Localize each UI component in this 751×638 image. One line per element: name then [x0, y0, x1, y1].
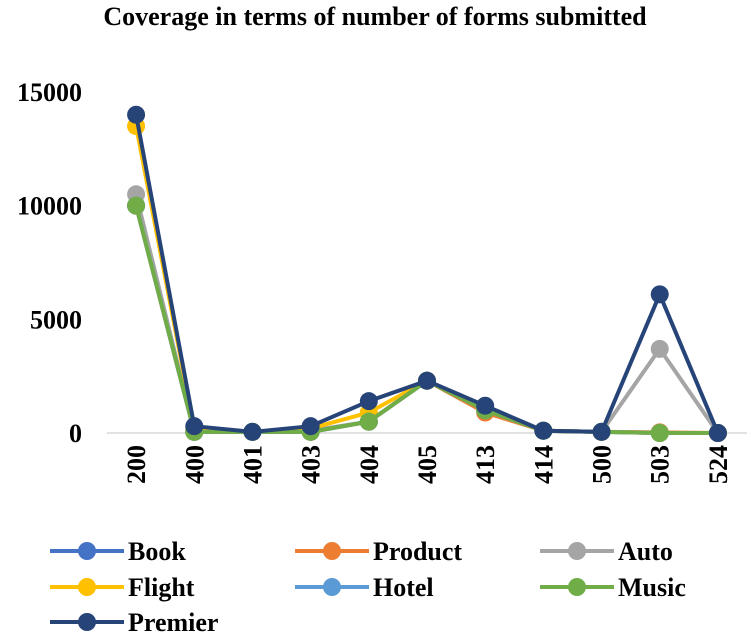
legend-marker	[323, 542, 341, 560]
data-point	[650, 285, 669, 304]
series-line	[134, 193, 720, 435]
x-tick-label: 414	[529, 445, 558, 484]
x-tick-label: 405	[413, 445, 442, 484]
data-point	[243, 422, 262, 441]
data-point	[185, 417, 204, 436]
data-point	[650, 339, 669, 358]
legend-marker	[568, 542, 586, 560]
legend-label: Book	[128, 537, 186, 566]
y-tick-label: 0	[69, 419, 82, 448]
y-tick-label: 5000	[30, 305, 82, 334]
data-point	[359, 392, 378, 411]
series-line	[134, 205, 718, 435]
legend-label: Product	[373, 537, 462, 566]
data-point	[418, 371, 436, 390]
x-tick-label: 400	[180, 445, 209, 484]
legend-marker	[78, 542, 96, 560]
x-tick-label: 413	[471, 445, 500, 484]
data-point	[359, 412, 378, 431]
data-point	[301, 417, 320, 436]
x-tick-label: 403	[297, 445, 326, 484]
legend-marker	[78, 578, 96, 596]
legend-label: Hotel	[373, 573, 434, 602]
series-line	[134, 205, 718, 435]
data-point	[534, 421, 553, 440]
series-line	[134, 205, 718, 435]
x-tick-label: 503	[646, 445, 675, 484]
series-line	[134, 205, 718, 435]
x-tick-label: 200	[122, 445, 151, 484]
x-tick-label: 401	[238, 445, 267, 484]
legend-marker	[323, 578, 341, 596]
legend-marker	[568, 578, 586, 596]
y-tick-label: 15000	[17, 78, 82, 107]
legend-label: Music	[618, 573, 686, 602]
legend-label: Auto	[618, 537, 673, 566]
data-point	[476, 396, 495, 415]
legend-label: Flight	[128, 573, 195, 602]
legend-label: Premier	[128, 608, 218, 637]
y-tick-label: 10000	[17, 192, 82, 221]
chart-title: Coverage in terms of number of forms sub…	[103, 2, 647, 31]
x-tick-label: 500	[588, 445, 617, 484]
x-tick-label: 404	[355, 445, 384, 484]
data-point	[650, 424, 669, 442]
x-tick-label: 524	[704, 445, 733, 484]
data-point	[127, 105, 146, 124]
data-point	[592, 422, 611, 441]
data-point	[127, 196, 146, 215]
legend-marker	[78, 613, 96, 631]
data-point	[708, 424, 727, 442]
